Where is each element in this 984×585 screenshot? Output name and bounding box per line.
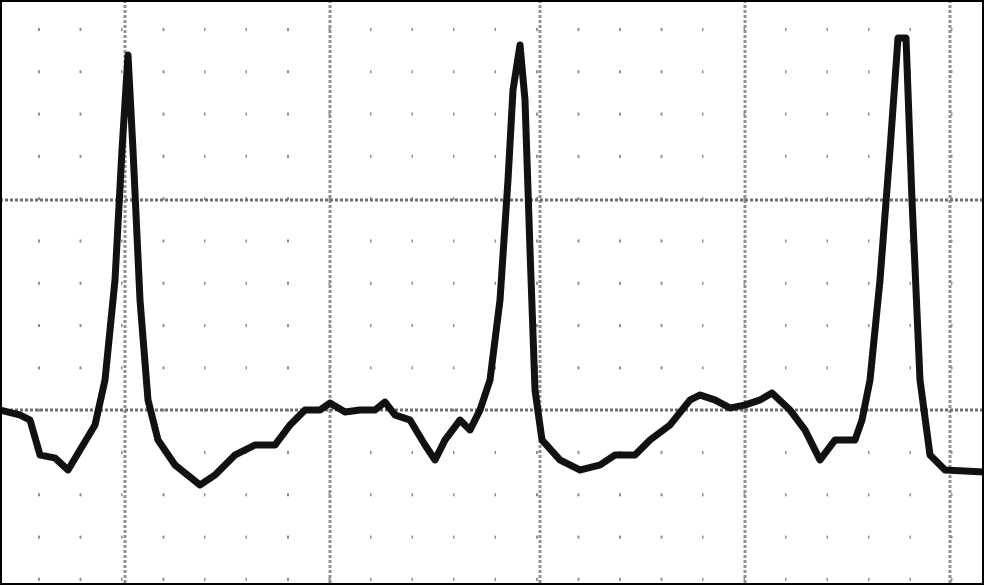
ecg-trace — [0, 34, 984, 489]
